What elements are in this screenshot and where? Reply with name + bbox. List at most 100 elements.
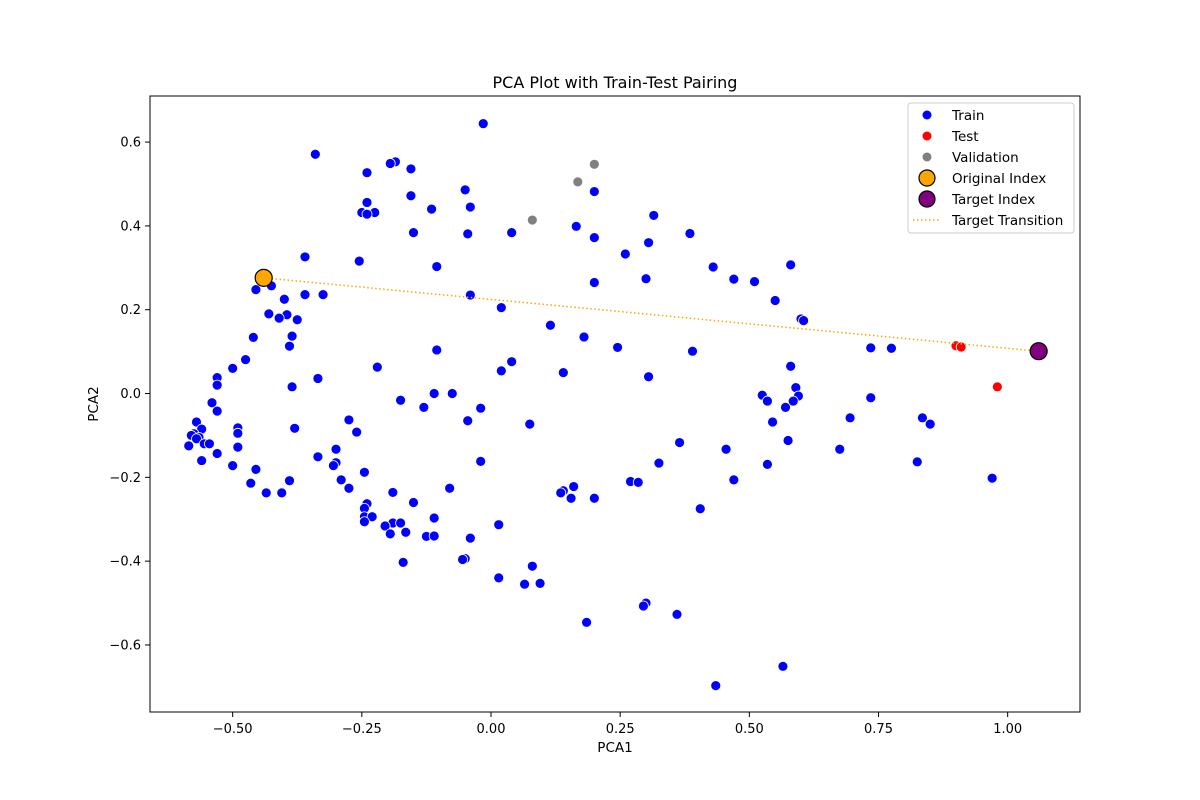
train-point <box>477 118 489 130</box>
y-tick-label: −0.4 <box>109 555 141 570</box>
train-point <box>588 186 600 197</box>
train-point <box>570 220 582 232</box>
train-point <box>343 414 355 426</box>
train-point <box>431 344 443 356</box>
train-point <box>834 443 846 455</box>
train-point <box>619 248 631 260</box>
train-point <box>782 435 794 446</box>
train-point <box>284 340 295 352</box>
train-point <box>545 319 556 331</box>
train-point <box>428 388 440 399</box>
train-point <box>183 440 195 452</box>
train-point <box>462 228 474 240</box>
train-point <box>227 460 239 472</box>
train-point <box>299 289 311 301</box>
train-point <box>464 289 476 301</box>
train-point <box>330 443 342 455</box>
train-point <box>247 331 259 343</box>
train-point <box>785 360 797 372</box>
train-point <box>798 315 809 327</box>
train-point <box>289 422 301 434</box>
train-point <box>710 680 722 691</box>
train-point <box>366 511 378 523</box>
train-point <box>674 437 685 448</box>
train-point <box>684 228 696 239</box>
validation-point <box>526 214 538 226</box>
train-point <box>780 401 791 413</box>
train-point <box>309 148 321 160</box>
train-point <box>865 342 877 354</box>
train-point <box>643 371 654 383</box>
train-point <box>428 512 440 524</box>
train-point <box>475 402 487 414</box>
train-point <box>459 184 471 196</box>
train-point <box>361 167 373 179</box>
train-point <box>359 466 370 478</box>
train-point <box>291 314 303 326</box>
train-point <box>328 460 339 472</box>
train-point <box>568 481 580 492</box>
train-point <box>286 330 298 342</box>
x-tick-label: 0.00 <box>477 722 506 737</box>
train-point <box>395 394 406 406</box>
train-point <box>555 487 567 499</box>
train-point <box>865 392 877 404</box>
train-point <box>335 474 347 486</box>
original-index-marker <box>254 268 273 287</box>
train-point <box>395 517 406 529</box>
train-point <box>924 418 936 430</box>
legend-box <box>907 102 1075 234</box>
x-tick-label: −0.50 <box>213 722 253 737</box>
test-point <box>955 341 967 353</box>
legend-test-label: Test <box>951 129 979 145</box>
train-point <box>418 401 430 413</box>
y-tick-label: 0.4 <box>120 219 141 234</box>
train-point <box>371 361 383 373</box>
train-point <box>232 427 244 439</box>
test-point <box>991 381 1003 393</box>
train-point <box>506 356 518 368</box>
legend-original-index-swatch <box>918 169 936 187</box>
train-point <box>361 208 373 220</box>
train-point <box>769 295 781 306</box>
train-point <box>762 458 773 470</box>
train-point <box>317 289 329 301</box>
train-point <box>211 379 223 391</box>
legend-items: Train Test Validation Original Index Target … <box>913 108 1063 229</box>
legend-train-swatch <box>922 110 932 120</box>
train-point <box>263 308 275 320</box>
train-point <box>694 503 706 515</box>
train-point <box>405 190 417 202</box>
train-point <box>312 373 324 384</box>
train-point <box>286 381 298 393</box>
train-point <box>632 476 644 488</box>
train-point <box>426 203 437 215</box>
train-point <box>397 557 409 568</box>
train-point <box>408 497 419 508</box>
train-point <box>720 443 732 455</box>
legend-original-index-label: Original Index <box>952 171 1046 187</box>
legend-validation-swatch <box>922 152 932 162</box>
train-point <box>565 492 577 504</box>
train-point <box>444 482 456 494</box>
y-tick-label: −0.2 <box>109 471 141 486</box>
train-point <box>640 273 652 285</box>
plot-area <box>149 95 1081 713</box>
train-point <box>273 312 285 324</box>
train-point <box>749 276 760 288</box>
y-tick-label: 0.0 <box>120 387 141 402</box>
train-point <box>767 416 778 428</box>
train-point <box>911 456 923 468</box>
train-point <box>250 463 262 475</box>
train-point <box>245 477 257 489</box>
train-point <box>526 560 538 572</box>
train-point <box>211 405 223 417</box>
train-point <box>405 163 417 175</box>
train-point <box>387 487 399 498</box>
train-point <box>351 426 363 438</box>
train-point <box>557 367 569 378</box>
train-point <box>359 516 370 528</box>
train-point <box>211 448 223 459</box>
legend-target-index-swatch <box>918 190 936 208</box>
